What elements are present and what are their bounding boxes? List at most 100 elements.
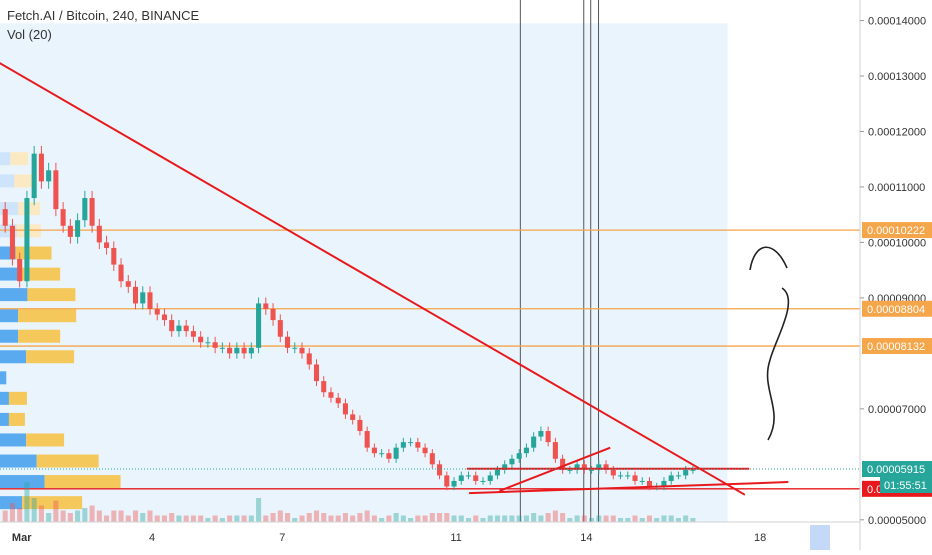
volume-profile-up-bar [0,152,11,166]
candle-body [393,447,399,459]
candle-body [241,347,247,354]
volume-bar [646,515,653,522]
candle-body [350,414,356,420]
volume-bar [538,515,544,522]
candle-body [263,303,269,309]
volume-bar [444,513,450,522]
candle-body [205,342,211,344]
rising-trendline [499,446,611,492]
candle-body [299,347,305,354]
countdown-box [880,477,932,494]
candle-body [342,403,348,415]
volume-profile-up-bar [0,350,27,364]
volume-bar [516,515,522,522]
volume-bar [328,515,334,522]
price-label-box [862,300,932,317]
volume-bar [596,515,602,522]
y-tick-label: 0.00013000 [868,71,926,83]
candle-body [248,347,254,354]
candle-body [31,153,37,199]
volume-bar [292,518,298,522]
volume-bar [567,518,573,522]
lower-trendline [469,481,789,495]
volume-bar [437,513,443,522]
volume-bar [400,515,406,522]
volume-bar [118,510,124,522]
x-tick-label: Mar [12,532,32,544]
volume-bar [335,515,341,522]
volume-bar [299,515,305,522]
volume-bar [654,518,660,522]
y-tick-label: 0.00012000 [868,126,926,138]
hand-drawn-annotation [749,246,790,441]
candle-body [408,442,414,444]
volume-bar [625,518,631,522]
candle-body [523,447,529,454]
volume-bar [31,498,37,522]
price-label-box [862,461,932,478]
price-label-box [862,222,932,239]
volume-bar [169,513,175,522]
candle-body [422,447,428,454]
candle-body [610,469,616,476]
candle-body [9,225,15,260]
volume-profile-up-bar [0,371,7,385]
candle-body [581,464,587,470]
candle-body [415,442,421,448]
volume-bar [364,510,370,522]
candle-body [60,209,66,226]
volume-bar [89,505,95,522]
volume-bar [552,510,558,522]
candle-body [668,475,674,481]
candle-body [603,464,609,470]
candle-body [183,325,189,332]
volume-bar [53,500,59,522]
candle-body [277,320,283,337]
candle-body [285,336,291,348]
volume-profile-down-bar [10,152,29,166]
volume-bar [451,515,457,522]
candle-body [82,198,88,221]
volume-bar [668,515,674,522]
volume-bar [603,515,609,522]
candle-body [212,342,218,348]
volume-profile-up-bar [0,475,45,489]
x-tick-label: 7 [279,532,285,544]
price-label-box [862,338,932,355]
volume-profile-down-bar [26,350,75,364]
candle-body [646,480,653,487]
price-label: 0.00005915 [867,464,925,476]
candle-body [227,347,233,354]
candle-body [169,320,175,332]
candle-body [617,475,624,477]
candle-body [379,453,385,455]
candle-body [161,314,168,321]
x-tick-label: 18 [754,532,766,544]
candle-body [465,475,472,477]
candle-body [140,292,146,304]
candle-body [625,475,631,477]
candle-body [444,475,450,487]
volume-bar [190,515,196,522]
descending-trendline [0,62,746,496]
candle-body [154,308,160,315]
price-label: 0.00010222 [867,225,925,237]
x-tick-label: 14 [580,532,592,544]
chart-title: Fetch.AI / Bitcoin, 240, BINANCE [7,8,200,23]
candle-body [386,453,392,459]
volume-bar [2,510,8,522]
candle-body [118,264,124,282]
volume-bar [212,515,218,522]
y-tick-label: 0.00007000 [868,404,926,416]
volume-bar [545,513,551,522]
volume-profile-down-bar [36,454,99,468]
candle-body [270,308,276,321]
candle-body [437,464,443,476]
y-tick-label: 0.00011000 [868,182,925,194]
volume-profile-down-bar [18,309,77,323]
candle-body [516,453,522,459]
volume-bar [415,515,421,522]
candle-body [400,442,406,448]
